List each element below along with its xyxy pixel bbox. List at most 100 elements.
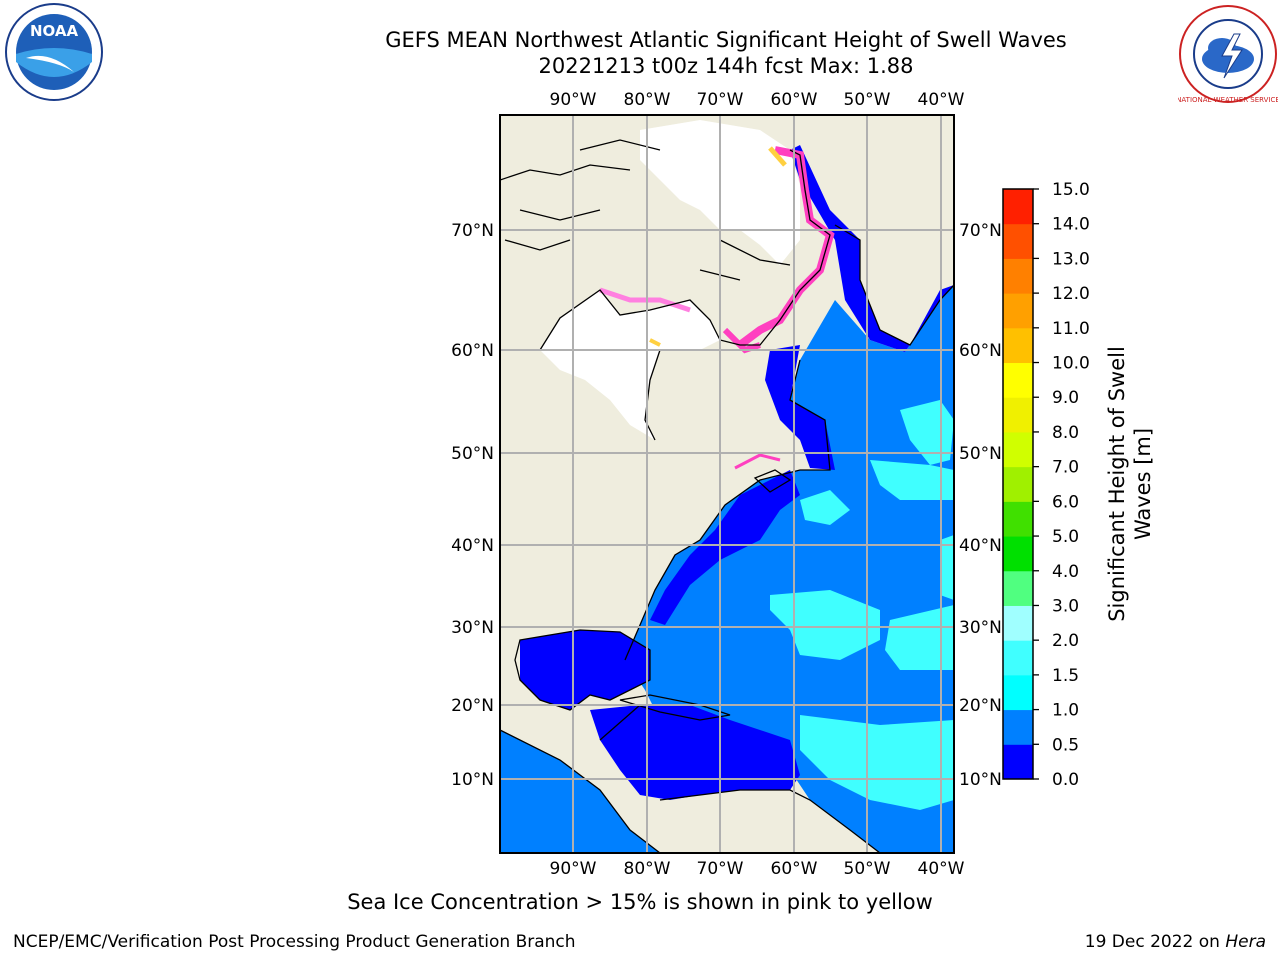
nws-logo-text: NATIONAL WEATHER SERVICE <box>1178 96 1278 104</box>
colorbar-label-line2: Waves [m] <box>1131 428 1155 540</box>
colorbar-ticks: 0.0 0.5 1.0 1.5 2.0 3.0 4.0 5.0 6.0 7.0 8.0 9.0 10.0… <box>1033 180 1090 790</box>
colorbar <box>1003 189 1033 780</box>
lat-label-right: 20°N <box>959 696 1002 716</box>
lon-label-top: 80°W <box>624 90 671 110</box>
colorbar-tick-label: 1.0 <box>1052 701 1079 721</box>
colorbar-segment <box>1003 570 1033 606</box>
lat-labels-left: 70°N 60°N 50°N 40°N 30°N 20°N 10°N <box>451 221 494 790</box>
lon-labels-top: 90°W 80°W 70°W 60°W 50°W 40°W <box>550 90 965 110</box>
lon-labels-bottom: 90°W 80°W 70°W 60°W 50°W 40°W <box>550 859 965 879</box>
ocean-darkblue-coast <box>650 470 800 625</box>
lat-label-right: 10°N <box>959 770 1002 790</box>
colorbar-tick-label: 8.0 <box>1052 423 1079 443</box>
noaa-logo: NOAA <box>5 3 103 101</box>
colorbar-segment <box>1003 258 1033 294</box>
lat-label-left: 40°N <box>451 536 494 556</box>
colorbar-tick-label: 5.0 <box>1052 527 1079 547</box>
colorbar-segment <box>1003 466 1033 502</box>
footer-date: 19 Dec 2022 on Hera <box>1085 932 1266 952</box>
lat-label-right: 30°N <box>959 618 1002 638</box>
lat-label-left: 50°N <box>451 444 494 464</box>
colorbar-tick-label: 14.0 <box>1052 215 1090 235</box>
lat-label-right: 50°N <box>959 444 1002 464</box>
colorbar-segment <box>1003 501 1033 537</box>
footer-machine: Hera <box>1225 932 1266 952</box>
colorbar-segment <box>1003 605 1033 641</box>
lat-label-right: 40°N <box>959 536 1002 556</box>
swell-cyan-east-central <box>885 605 954 670</box>
colorbar-tick-label: 13.0 <box>1052 249 1090 269</box>
lon-label-bottom: 60°W <box>771 859 818 879</box>
lon-label-top: 40°W <box>918 90 965 110</box>
colorbar-segment <box>1003 536 1033 572</box>
lat-label-left: 10°N <box>451 770 494 790</box>
swell-cyan-east <box>940 535 954 600</box>
colorbar-tick-label: 0.5 <box>1052 735 1079 755</box>
lat-label-right: 70°N <box>959 221 1002 241</box>
lon-label-top: 90°W <box>550 90 597 110</box>
colorbar-tick-label: 9.0 <box>1052 388 1079 408</box>
colorbar-tick-label: 15.0 <box>1052 180 1090 200</box>
map-content <box>500 115 954 853</box>
lon-label-top: 50°W <box>844 90 891 110</box>
nws-logo: NATIONAL WEATHER SERVICE <box>1178 5 1278 104</box>
footer-credit: NCEP/EMC/Verification Post Processing Pr… <box>13 932 576 952</box>
swell-cyan-mid <box>870 460 954 500</box>
colorbar-tick-label: 12.0 <box>1052 284 1090 304</box>
colorbar-segment <box>1003 709 1033 745</box>
gulf-of-mexico <box>520 630 650 710</box>
colorbar-segment <box>1003 362 1033 398</box>
lon-label-bottom: 40°W <box>918 859 965 879</box>
sea-ice-yellow-2 <box>649 338 661 347</box>
sea-ice-gulf-stlawrence <box>734 453 781 470</box>
ocean-south-pacific <box>500 730 660 853</box>
ocean-blue <box>625 285 954 853</box>
colorbar-segment <box>1003 189 1033 225</box>
colorbar-tick-label: 3.0 <box>1052 596 1079 616</box>
lat-label-left: 70°N <box>451 221 494 241</box>
colorbar-tick-label: 7.0 <box>1052 458 1079 478</box>
lon-label-bottom: 50°W <box>844 859 891 879</box>
colorbar-segment <box>1003 431 1033 468</box>
map-frame <box>499 114 955 854</box>
graticule <box>500 115 954 853</box>
lon-label-top: 60°W <box>771 90 818 110</box>
lat-labels-right: 70°N 60°N 50°N 40°N 30°N 20°N 10°N <box>959 221 1002 790</box>
colorbar-segment <box>1003 674 1033 711</box>
lat-label-left: 20°N <box>451 696 494 716</box>
colorbar-tick-label: 10.0 <box>1052 354 1090 374</box>
lat-label-left: 60°N <box>451 341 494 361</box>
ocean-darkblue-shelf <box>765 345 835 470</box>
lon-label-bottom: 90°W <box>550 859 597 879</box>
colorbar-tick-label: 11.0 <box>1052 319 1090 339</box>
colorbar-tick-label: 4.0 <box>1052 562 1079 582</box>
colorbar-frame <box>1002 188 1034 780</box>
lon-label-bottom: 70°W <box>697 859 744 879</box>
colorbar-tick-label: 0.0 <box>1052 770 1079 790</box>
plot-title: GEFS MEAN Northwest Atlantic Significant… <box>385 28 1067 52</box>
plot-subtitle: 20221213 t00z 144h fcst Max: 1.88 <box>538 54 914 78</box>
sea-ice-yellow-1 <box>768 146 787 167</box>
lat-label-right: 60°N <box>959 341 1002 361</box>
colorbar-segment <box>1003 327 1033 364</box>
colorbar-tick-label: 1.5 <box>1052 666 1079 686</box>
colorbar-segment <box>1003 293 1033 329</box>
noaa-logo-text: NOAA <box>30 22 79 40</box>
sea-ice-caption: Sea Ice Concentration > 15% is shown in … <box>347 890 933 914</box>
hudson-bay-ice <box>540 290 720 440</box>
swell-cyan-small <box>800 490 850 525</box>
colorbar-tick-label: 6.0 <box>1052 492 1079 512</box>
colorbar-label-line1: Significant Height of Swell <box>1105 346 1129 622</box>
swell-cyan-central <box>770 590 880 660</box>
lon-label-top: 70°W <box>697 90 744 110</box>
colorbar-segment <box>1003 223 1033 259</box>
sea-ice-edge-hudson <box>599 287 691 313</box>
caribbean <box>590 705 800 800</box>
coastlines <box>500 139 954 853</box>
colorbar-segment <box>1003 640 1033 676</box>
footer-date-text: 19 Dec 2022 on <box>1084 932 1226 952</box>
colorbar-tick-label: 2.0 <box>1052 631 1079 651</box>
swell-cyan-south <box>800 715 954 810</box>
lat-label-left: 30°N <box>451 618 494 638</box>
